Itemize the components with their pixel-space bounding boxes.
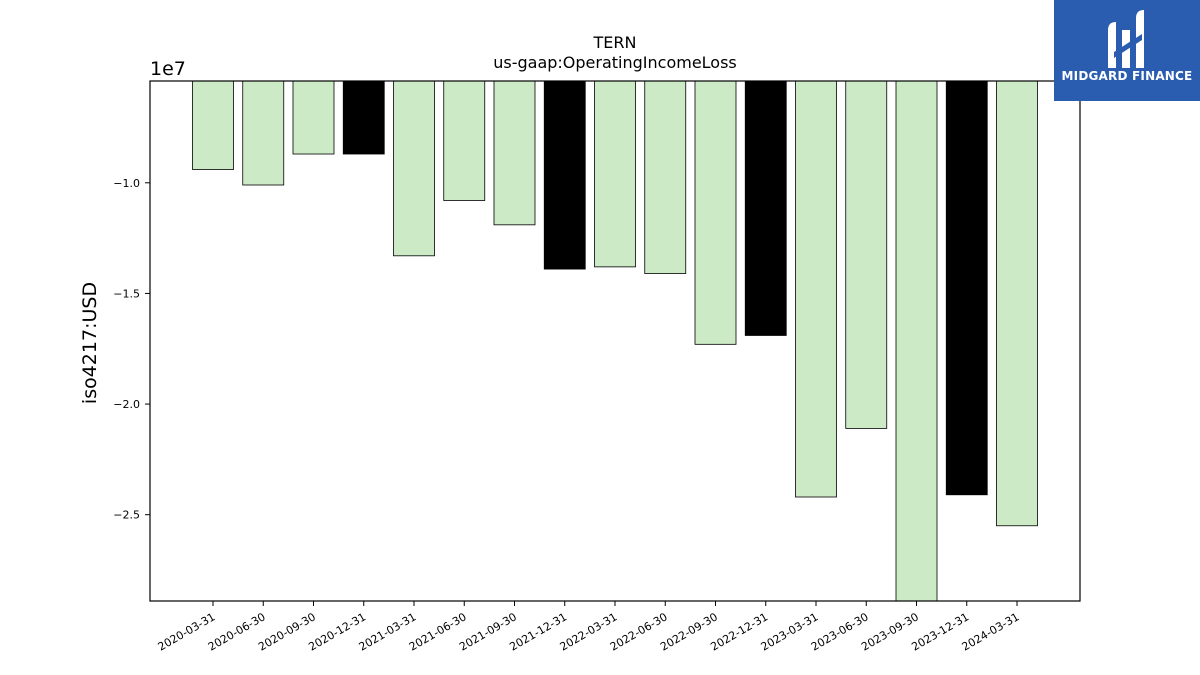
bar-2023-03-31 <box>795 80 837 498</box>
x-ticks-layer: 2020-03-312020-06-302020-09-302020-12-31… <box>156 601 1022 654</box>
bar-2020-12-31 <box>342 80 385 155</box>
bar-2021-09-30 <box>493 80 536 226</box>
bar-2021-12-31 <box>543 80 586 270</box>
bar-2020-09-30 <box>292 80 335 155</box>
bar-2022-09-30 <box>694 80 737 345</box>
y-axis-label: iso4217:USD <box>79 282 101 404</box>
bar-2022-06-30 <box>644 80 687 274</box>
bar-2023-09-30 <box>895 80 938 602</box>
chart-title: TERN <box>593 33 637 52</box>
chart-subtitle: us-gaap:OperatingIncomeLoss <box>493 53 737 72</box>
bar-2023-06-30 <box>845 80 888 429</box>
y-tick-label: −2.5 <box>113 509 140 522</box>
bar-2021-03-31 <box>393 80 435 257</box>
logo-mark-icon <box>1108 10 1144 68</box>
y-ticks-layer: −1.0 −1.5 −2.0 −2.5 <box>113 177 150 522</box>
brand-logo: MIDGARD FINANCE <box>1054 0 1200 101</box>
y-tick-label: −1.5 <box>113 287 140 300</box>
plot-frame <box>149 80 1081 602</box>
y-offset-label: 1e7 <box>150 58 186 80</box>
bar-2024-03-31 <box>996 80 1038 527</box>
bar-2022-03-31 <box>594 80 636 268</box>
y-tick-label: −2.0 <box>113 398 140 411</box>
bar-2022-12-31 <box>744 80 787 336</box>
bar-2020-06-30 <box>242 80 285 186</box>
x-tick-label: 2024-03-31 <box>960 610 1022 653</box>
bar-2020-03-31 <box>192 80 234 170</box>
bar-2021-06-30 <box>443 80 486 201</box>
bars-layer <box>192 80 1038 602</box>
logo-text: MIDGARD FINANCE <box>1061 69 1193 83</box>
bar-2023-12-31 <box>945 80 988 496</box>
y-tick-label: −1.0 <box>113 177 140 190</box>
